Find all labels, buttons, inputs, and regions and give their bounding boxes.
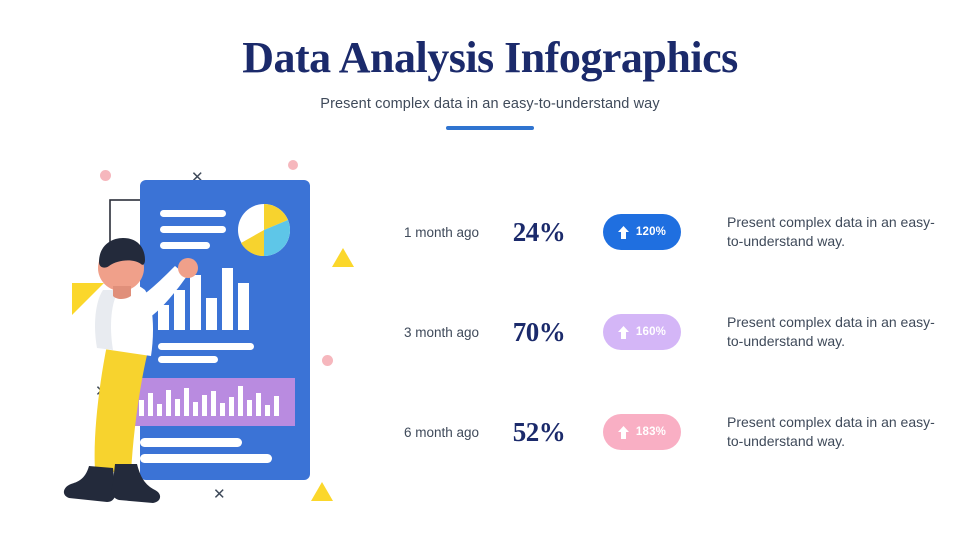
- arrow-up-icon: [617, 225, 629, 239]
- decor-dot-pink-1: [100, 170, 111, 181]
- metric-badge-wrap: 120%: [583, 214, 701, 250]
- arrow-up-icon: [617, 325, 629, 339]
- badge-value: 183%: [635, 426, 667, 438]
- page-subtitle: Present complex data in an easy-to-under…: [320, 96, 660, 113]
- title-accent-bar: [446, 126, 534, 131]
- metric-percent: 52%: [512, 416, 566, 447]
- metric-description: Present complex data in an easy-to-under…: [727, 414, 935, 449]
- page-title: Data Analysis Infographics: [242, 33, 738, 82]
- metric-row: 6 month ago 52% 183% Present complex dat…: [385, 396, 945, 468]
- metric-badge-wrap: 183%: [583, 414, 701, 450]
- decor-dot-pink-2: [288, 160, 298, 170]
- metric-description: Present complex data in an easy-to-under…: [727, 214, 935, 249]
- decor-cross-3: ✕: [213, 486, 226, 503]
- header: Data Analysis Infographics Present compl…: [0, 33, 980, 131]
- metric-percent: 70%: [512, 316, 566, 347]
- metrics-list: 1 month ago 24% 120% Present complex dat…: [385, 196, 945, 468]
- metric-label: 1 month ago: [403, 224, 479, 240]
- status-badge: 120%: [602, 214, 682, 250]
- arrow-up-icon: [617, 425, 629, 439]
- status-badge: 183%: [602, 414, 682, 450]
- metric-percent: 24%: [512, 216, 566, 247]
- metric-description: Present complex data in an easy-to-under…: [727, 314, 935, 349]
- metric-row: 3 month ago 70% 160% Present complex dat…: [385, 296, 945, 368]
- decor-dot-pink-3: [322, 355, 333, 366]
- badge-value: 160%: [635, 326, 667, 338]
- decor-triangle-yellow-1: [332, 248, 354, 267]
- metric-row: 1 month ago 24% 120% Present complex dat…: [385, 196, 945, 268]
- metric-label: 3 month ago: [403, 324, 479, 340]
- metric-label: 6 month ago: [403, 424, 479, 440]
- badge-value: 120%: [635, 226, 667, 238]
- decor-triangle-yellow-3: [72, 283, 104, 315]
- metric-badge-wrap: 160%: [583, 314, 701, 350]
- status-badge: 160%: [602, 314, 682, 350]
- illustration-person-presenting-data-board: [55, 150, 375, 520]
- decor-triangle-yellow-2: [311, 482, 333, 501]
